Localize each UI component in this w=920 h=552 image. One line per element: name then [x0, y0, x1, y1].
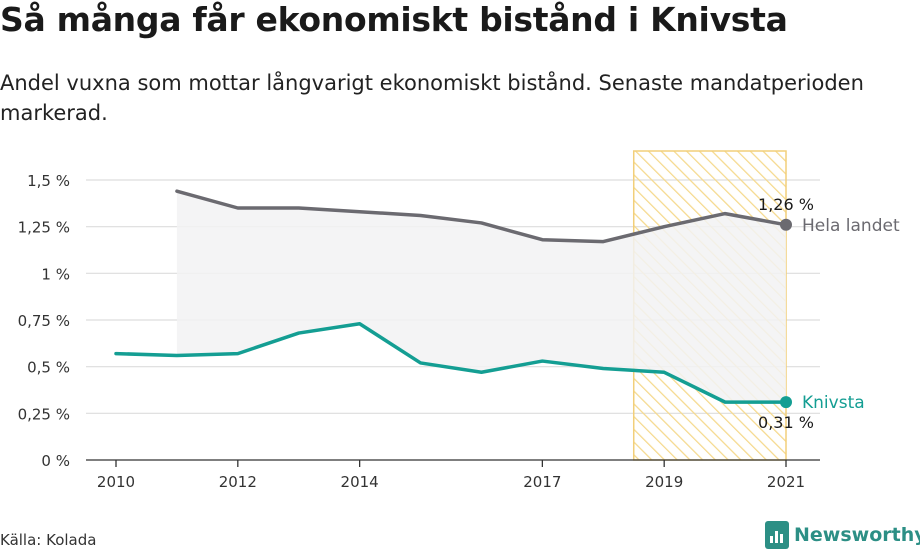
data-point	[477, 368, 485, 376]
newsworthy-logo-icon	[765, 521, 789, 549]
source-note: Källa: Kolada	[0, 531, 97, 549]
end-dot	[780, 218, 792, 231]
x-tick-label: 2014	[341, 473, 379, 491]
x-tick-label: 2017	[523, 473, 561, 491]
x-tick-label: 2019	[645, 473, 683, 491]
y-tick-label: 1,5 %	[27, 172, 70, 190]
data-point	[477, 219, 485, 227]
end-value-label: 0,31 %	[758, 413, 814, 432]
y-tick-label: 0,25 %	[18, 405, 70, 423]
series-name-label: Hela landet	[802, 216, 900, 236]
newsworthy-logo: Newsworthy	[765, 521, 920, 549]
y-tick-label: 0,5 %	[27, 359, 70, 377]
series-line-1	[114, 321, 788, 404]
data-point	[721, 210, 729, 218]
data-point	[234, 204, 242, 212]
data-point	[173, 187, 181, 195]
series-name-label: Knivsta	[802, 393, 865, 413]
fill-between	[176, 191, 787, 403]
data-point	[538, 236, 546, 244]
line-chart: 0 % 0,25 % 0,5 % 0,75 % 1 % 1,25 % 1,5 % 2010 20…	[18, 150, 900, 491]
data-point	[417, 359, 425, 367]
end-value-label: 1,26 %	[758, 195, 814, 214]
x-tick-label: 2021	[767, 473, 805, 491]
axes: 0 % 0,25 % 0,5 % 0,75 % 1 % 1,25 % 1,5 % 2010 20…	[18, 172, 820, 491]
fill-area	[176, 191, 787, 403]
series-line-0	[175, 189, 788, 244]
chart-title: Så många får ekonomiskt bistånd i Knivst…	[0, 0, 788, 39]
logo-text: Newsworthy	[794, 524, 920, 546]
y-tick-label: 1 %	[41, 265, 70, 283]
data-point	[112, 350, 120, 358]
data-point	[660, 368, 668, 376]
y-tick-label: 1,25 %	[18, 219, 70, 237]
data-point	[721, 398, 729, 406]
data-point	[356, 208, 364, 216]
data-point	[538, 357, 546, 365]
data-point	[173, 351, 181, 359]
y-tick-label: 0,75 %	[18, 312, 70, 330]
data-point	[599, 238, 607, 246]
series-group	[112, 187, 792, 409]
data-point	[295, 204, 303, 212]
data-point	[660, 223, 668, 231]
y-tick-label: 0 %	[41, 452, 70, 470]
data-point	[599, 365, 607, 373]
data-point	[295, 329, 303, 337]
x-tick-label: 2010	[97, 473, 135, 491]
end-dot	[780, 396, 792, 409]
x-tick-label: 2012	[219, 473, 257, 491]
data-point	[234, 350, 242, 358]
data-point	[417, 211, 425, 219]
chart-subtitle: Andel vuxna som mottar långvarigt ekonom…	[0, 71, 864, 125]
data-point	[356, 320, 364, 328]
